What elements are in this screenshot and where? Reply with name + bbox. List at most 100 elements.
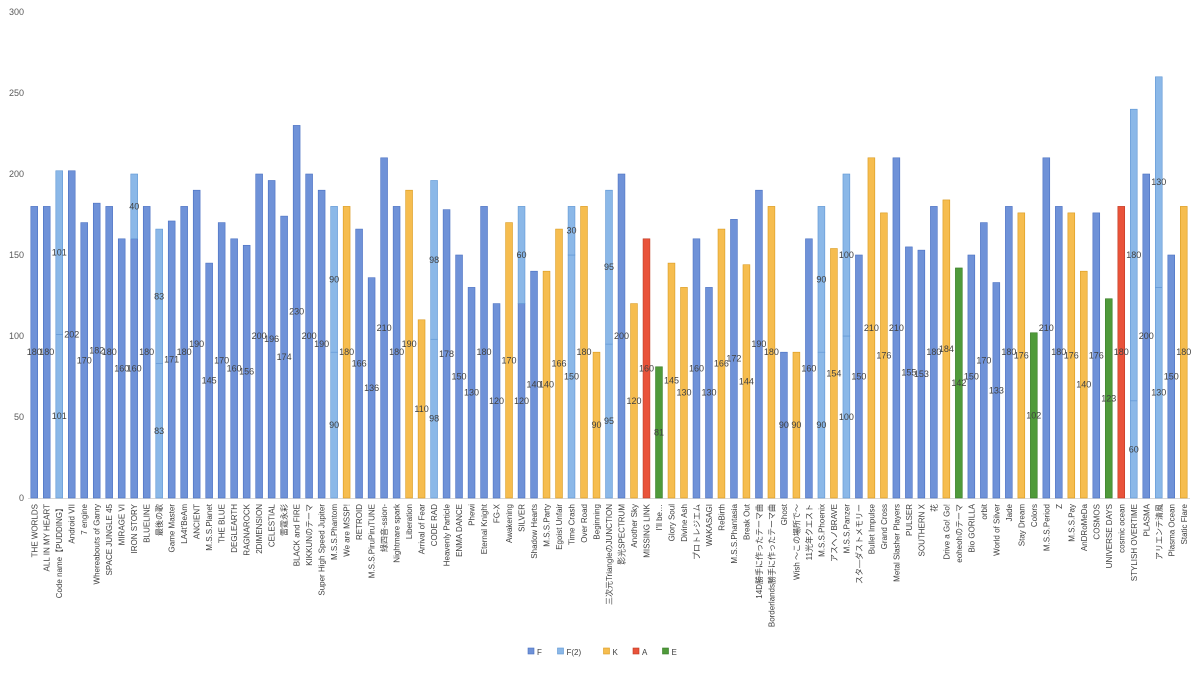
bar-segment [255,173,263,499]
bar-segment [792,351,801,499]
data-label: 180 [1001,347,1016,357]
bar-segment [592,351,601,499]
bar-segment [1042,157,1051,499]
data-label: 200 [614,331,629,341]
x-tick-label: M.S.S.Period [1042,504,1051,551]
data-label: 176 [1014,350,1029,360]
x-tick-label: Divine Ash [680,504,689,542]
legend-label: F [537,648,542,657]
x-tick-label: 綠四音-ssion- [379,504,389,552]
data-label: 180 [1126,250,1141,260]
bar-segment [330,206,338,353]
data-label: 166 [714,359,729,369]
data-label: 210 [889,323,904,333]
x-tick-label: Eternal Knight [480,503,489,554]
data-label: 196 [264,334,279,344]
x-tick-label: THE BLUE [218,504,227,543]
x-tick-label: Z [1055,504,1064,509]
x-tick-label: Whereabouts of Ganry [93,504,102,584]
bar-segment [905,246,913,499]
bar-segment [355,228,363,499]
bar-segment [292,125,301,499]
legend-swatch [557,647,564,655]
x-tick-label: IRON STORY [130,503,139,553]
data-label: 30 [567,226,577,236]
data-label: 210 [1039,323,1054,333]
data-label: 145 [664,376,679,386]
x-tick-label: M.S.S.Panzer [842,504,851,554]
data-label: 83 [154,426,164,436]
data-label: 140 [539,380,554,390]
data-label: 172 [726,354,741,364]
x-tick-label: アスヘノBRAVE [830,504,839,562]
data-label: 154 [826,368,841,378]
bar-segment [755,189,763,499]
data-label: 180 [102,347,117,357]
bar-segment [105,206,113,499]
bar-segment [767,206,776,499]
bar-segment [1055,206,1063,499]
data-label: 170 [976,355,991,365]
bar-segment [630,303,638,499]
x-tick-label: Heavenly Particle [443,503,452,566]
legend-swatch [527,647,535,655]
data-label: 90 [816,420,826,430]
bar-segment [855,254,863,499]
bar-segment [442,209,451,499]
data-label: 174 [277,352,292,362]
x-tick-label: RETROID [355,504,364,540]
bar-segment [955,267,963,499]
data-label: 182 [89,346,104,356]
bar-segment [705,287,713,499]
bar-segment [680,287,688,499]
bar-segment [405,189,413,499]
x-tick-label: Liberation [405,504,414,539]
bar-segment [430,180,438,340]
bar-segment [1017,212,1026,499]
bar-segment [617,173,626,499]
data-label: 145 [202,376,217,386]
x-tick-label: Awakening [505,504,514,543]
data-label: 180 [764,347,779,357]
bar-segment [1005,206,1013,499]
bar-segment [517,206,526,304]
data-label: 102 [1026,410,1041,420]
x-tick-label: 影光SPECTRUM [616,504,626,565]
data-label: 130 [701,388,716,398]
x-tick-label: ReBirth [717,504,726,531]
x-tick-label: WAKASAGI [705,504,714,546]
x-tick-label: 花 [929,504,939,512]
x-tick-label: Bullet Impulse [867,503,876,554]
bar-segment [805,238,813,499]
bar-segment [192,189,201,499]
data-label: 176 [1089,350,1104,360]
bar-segment [167,220,176,499]
bar-segment [455,254,463,499]
bar-segment [205,262,213,499]
x-tick-label: M.S.S.PiruPiruTUNE [368,504,377,578]
data-label: 160 [127,363,142,373]
bar-segment [642,238,651,499]
data-label: 95 [604,262,614,272]
x-tick-label: 雷霆永彩 [279,504,289,536]
data-label: 180 [39,347,54,357]
bar-segment [480,206,488,499]
bar-segment [367,277,376,499]
x-tick-label: 三次元TriangleのJUNCTION [604,504,614,605]
data-label: 180 [139,347,154,357]
x-tick-label: Borderlands勝手に作ったテーマ曲 [766,504,776,627]
x-tick-label: Glory Soul [667,504,676,542]
x-tick-label: Shadow Hearts [530,504,539,559]
bar-segment [1080,270,1088,499]
legend: F F(2) K A E [527,647,677,657]
data-label: 90 [329,274,339,284]
x-tick-label: I'll be… [655,504,664,530]
data-label: 176 [1064,350,1079,360]
bar-segment [1105,298,1113,499]
x-tick-label: M.S.S.Phoenix [817,504,826,557]
x-tick-label: アリエンテ清風 [1154,504,1164,560]
x-tick-label: Jade [1005,503,1014,521]
data-label: 130 [1151,177,1166,187]
bar-segment [317,189,326,499]
